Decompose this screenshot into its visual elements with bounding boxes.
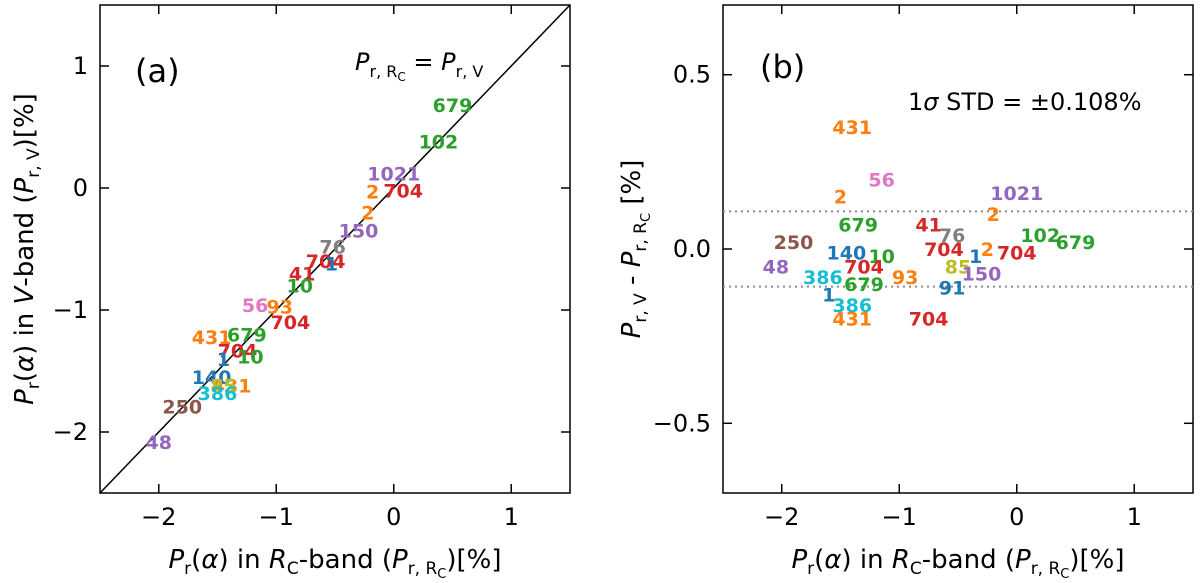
a-ytick-label: 1 bbox=[73, 52, 88, 80]
panel-b-label: (b) bbox=[760, 48, 805, 86]
a-data-point-386: 386 bbox=[198, 383, 238, 405]
a-data-point-76: 76 bbox=[319, 237, 345, 259]
panel-a-ticks: −2 −1 0 1 −2 −1 0 1 bbox=[53, 5, 570, 531]
a-data-point-250: 250 bbox=[162, 396, 202, 418]
b-data-point-679: 679 bbox=[1056, 232, 1096, 254]
b-ytick-label: 0.5 bbox=[673, 61, 711, 89]
b-data-point-704: 704 bbox=[844, 256, 884, 278]
b-data-point-56: 56 bbox=[868, 169, 894, 191]
panel-b-ticks: −2 −1 0 1 −0.5 0.0 0.5 bbox=[653, 5, 1193, 531]
a-data-point-2: 2 bbox=[361, 202, 374, 224]
panel-b-std-lines bbox=[723, 210, 1193, 288]
b-ytick-label: −0.5 bbox=[653, 409, 711, 437]
a-data-point-85: 85 bbox=[210, 376, 236, 398]
b-data-point-41: 41 bbox=[915, 215, 941, 237]
identity-line bbox=[99, 4, 571, 494]
b-xtick-label: 1 bbox=[1127, 503, 1142, 531]
a-data-point-48: 48 bbox=[146, 432, 172, 454]
a-data-point-679: 679 bbox=[227, 324, 267, 346]
a-data-point-56: 56 bbox=[242, 295, 268, 317]
b-data-point-102: 102 bbox=[1020, 225, 1060, 247]
b-data-point-76: 76 bbox=[939, 225, 965, 247]
b-data-point-1021: 1021 bbox=[990, 183, 1043, 205]
panel-a-frame bbox=[99, 4, 571, 494]
b-data-point-48: 48 bbox=[763, 256, 789, 278]
b-data-point-140: 140 bbox=[827, 242, 867, 264]
b-data-point-93: 93 bbox=[892, 267, 918, 289]
b-data-point-2: 2 bbox=[987, 204, 1000, 226]
a-data-point-704: 704 bbox=[306, 251, 346, 273]
a-data-point-431: 431 bbox=[192, 327, 232, 349]
a-data-point-1: 1 bbox=[325, 254, 338, 276]
a-data-point-93: 93 bbox=[267, 296, 293, 318]
a-ytick-label: −1 bbox=[53, 296, 88, 324]
b-xtick-label: −2 bbox=[764, 503, 799, 531]
b-data-point-10: 10 bbox=[868, 246, 894, 268]
b-data-point-85: 85 bbox=[945, 256, 971, 278]
b-xtick-label: 0 bbox=[1009, 503, 1024, 531]
b-data-point-704: 704 bbox=[909, 309, 949, 331]
a-data-point-102: 102 bbox=[419, 132, 459, 154]
panel-b-xlabel: Pr(α) in RC-band (Pr, RC)[%] bbox=[791, 545, 1124, 582]
b-data-point-704: 704 bbox=[997, 242, 1037, 264]
a-data-point-704: 704 bbox=[383, 180, 423, 202]
a-data-point-150: 150 bbox=[339, 221, 379, 243]
b-data-point-431: 431 bbox=[832, 117, 872, 139]
a-data-point-41: 41 bbox=[289, 263, 315, 285]
b-data-point-431: 431 bbox=[832, 309, 872, 331]
panel-b-annotation: 1σ STD = ±0.108% bbox=[908, 88, 1142, 116]
b-data-point-1: 1 bbox=[969, 246, 982, 268]
a-xtick-label: 1 bbox=[504, 503, 519, 531]
b-data-point-2: 2 bbox=[981, 239, 994, 261]
a-data-point-679: 679 bbox=[433, 95, 473, 117]
a-data-point-431: 431 bbox=[212, 376, 252, 398]
panel-a-annotation: Pr, RC = Pr, V bbox=[355, 48, 483, 84]
a-data-point-1021: 1021 bbox=[367, 163, 420, 185]
b-ytick-label: 0.0 bbox=[673, 235, 711, 263]
a-data-point-704: 704 bbox=[218, 340, 258, 362]
b-data-point-679: 679 bbox=[844, 274, 884, 296]
a-data-point-10: 10 bbox=[237, 346, 263, 368]
a-data-point-704: 704 bbox=[271, 312, 311, 334]
b-data-point-150: 150 bbox=[962, 263, 1002, 285]
b-data-point-250: 250 bbox=[774, 232, 814, 254]
a-ytick-label: −2 bbox=[53, 418, 88, 446]
panel-a-ylabel: Pr(α) in V-band (Pr, V)[%] bbox=[10, 93, 44, 405]
b-data-point-91: 91 bbox=[939, 277, 965, 299]
b-xtick-label: −1 bbox=[882, 503, 917, 531]
panel-a-points: 6791021021704221507670414110569370443167… bbox=[146, 95, 473, 454]
b-data-point-679: 679 bbox=[838, 215, 878, 237]
panel-a-xlabel: Pr(α) in RC-band (Pr, RC)[%] bbox=[168, 545, 501, 582]
panel-a: −2 −1 0 1−2−101 679102102170422150767041411… bbox=[10, 4, 571, 582]
a-data-point-10: 10 bbox=[287, 276, 313, 298]
a-xtick-label: −1 bbox=[259, 503, 294, 531]
b-data-point-1: 1 bbox=[822, 284, 835, 306]
a-data-point-140: 140 bbox=[192, 367, 232, 389]
panel-b-ylabel: Pr, V - Pr, RC [%] bbox=[617, 160, 654, 339]
a-data-point-2: 2 bbox=[366, 182, 379, 204]
a-xtick-label: 0 bbox=[386, 503, 401, 531]
panel-a-reference-line bbox=[99, 4, 571, 494]
a-data-point-1: 1 bbox=[217, 349, 230, 371]
b-data-point-386: 386 bbox=[832, 295, 872, 317]
b-data-point-704: 704 bbox=[924, 239, 964, 261]
a-ytick-label: 0 bbox=[73, 174, 88, 202]
a-xtick-label: −2 bbox=[141, 503, 176, 531]
panel-a-label: (a) bbox=[135, 52, 180, 90]
b-data-point-2: 2 bbox=[834, 187, 847, 209]
b-data-point-386: 386 bbox=[803, 267, 843, 289]
